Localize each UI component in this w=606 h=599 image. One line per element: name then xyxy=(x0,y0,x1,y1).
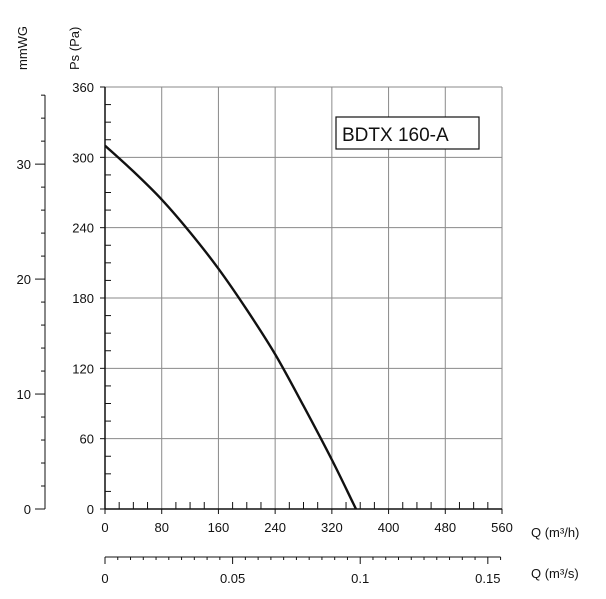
y-tick-label: 180 xyxy=(72,291,94,306)
secondary-x-tick-label: 0.05 xyxy=(220,571,245,586)
model-label-box xyxy=(335,116,480,150)
y-axis-label: Ps (Pa) xyxy=(67,27,82,70)
x-tick-label: 0 xyxy=(101,520,108,535)
x-tick-label: 400 xyxy=(378,520,400,535)
y-tick-label: 300 xyxy=(72,150,94,165)
secondary-x-tick-label: 0 xyxy=(101,571,108,586)
grid xyxy=(104,86,503,510)
x-tick-label: 160 xyxy=(208,520,230,535)
x-tick-label: 240 xyxy=(264,520,286,535)
y-tick-label: 360 xyxy=(72,80,94,95)
tick-marks xyxy=(35,86,503,564)
secondary-x-tick-label: 0.1 xyxy=(351,571,369,586)
secondary-y-tick-label: 20 xyxy=(17,272,31,287)
fan-curve-line xyxy=(105,144,358,509)
tick-labels: 0 80 160 240 320 400 480 5600601201802403003600… xyxy=(17,80,513,586)
y-tick-label: 120 xyxy=(72,361,94,376)
x-tick-label: 320 xyxy=(321,520,343,535)
y-tick-label: 0 xyxy=(87,502,94,517)
secondary-y-axis-label: mmWG xyxy=(15,26,30,70)
x-tick-label: 480 xyxy=(434,520,456,535)
secondary-y-tick-label: 30 xyxy=(17,157,31,172)
secondary-y-tick-label: 10 xyxy=(17,387,31,402)
secondary-x-axis-label: Q (m³/s) xyxy=(531,566,579,581)
x-axis-label: Q (m³/h) xyxy=(531,525,579,540)
x-tick-label: 80 xyxy=(154,520,168,535)
secondary-y-tick-label: 0 xyxy=(24,502,31,517)
series xyxy=(105,144,358,509)
secondary-x-tick-label: 0.15 xyxy=(475,571,500,586)
y-tick-label: 240 xyxy=(72,221,94,236)
x-tick-label: 560 xyxy=(491,520,513,535)
y-tick-label: 60 xyxy=(80,432,94,447)
model-label: BDTX 160-A xyxy=(342,125,449,146)
